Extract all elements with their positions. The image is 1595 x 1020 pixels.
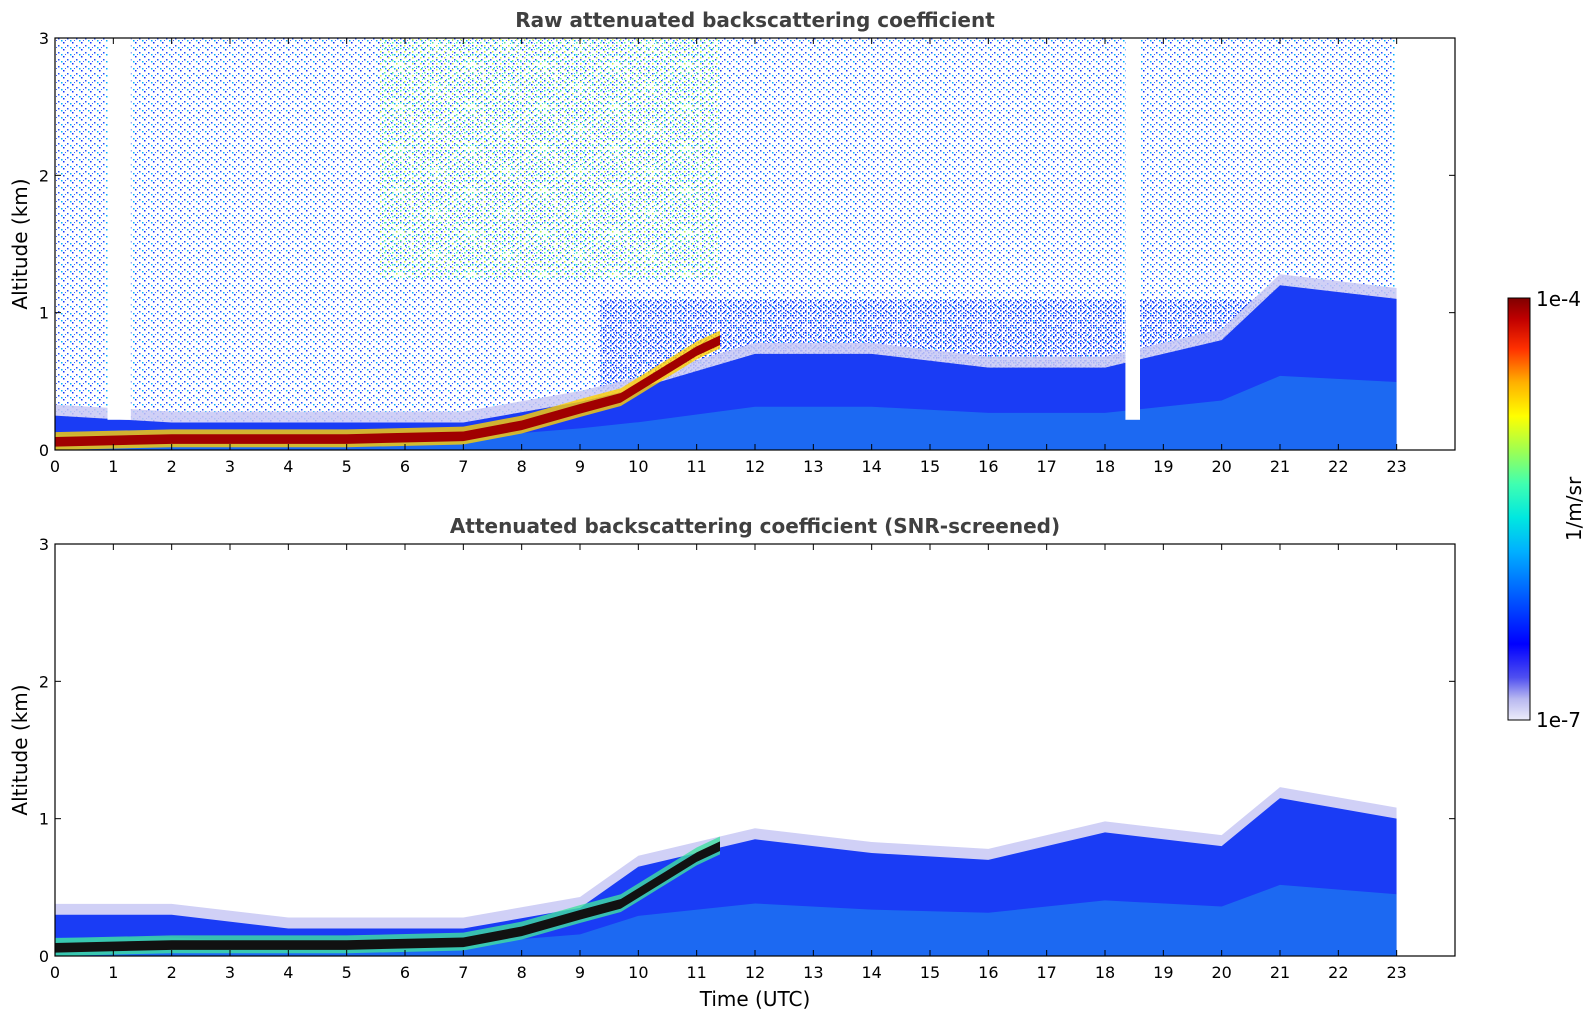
y-tick-label: 1 <box>39 304 49 323</box>
x-tick-label: 17 <box>1036 457 1056 476</box>
colorbar-min-label: 1e-7 <box>1536 708 1581 732</box>
x-tick-label: 14 <box>861 457 881 476</box>
x-tick-label: 4 <box>283 457 293 476</box>
x-tick-label: 8 <box>517 963 527 982</box>
no-data-region <box>1396 38 1455 450</box>
boundary-layer-inner <box>55 375 1397 450</box>
x-tick-label: 6 <box>400 457 410 476</box>
x-tick-label: 20 <box>1211 457 1231 476</box>
colorbar-max-label: 1e-4 <box>1536 287 1581 311</box>
x-tick-label: 21 <box>1270 963 1290 982</box>
panel-raw-title: Raw attenuated backscattering coefficien… <box>515 8 995 32</box>
x-tick-label: 14 <box>861 963 881 982</box>
x-tick-label: 7 <box>458 457 468 476</box>
panel-snr-xlabel: Time (UTC) <box>699 987 811 1011</box>
x-tick-label: 10 <box>628 963 648 982</box>
y-tick-label: 3 <box>39 535 49 554</box>
x-tick-label: 0 <box>50 963 60 982</box>
panel-snr-heatmap <box>55 544 1455 956</box>
no-data-region <box>1396 544 1455 956</box>
x-tick-label: 12 <box>745 963 765 982</box>
x-tick-label: 13 <box>803 457 823 476</box>
x-tick-label: 17 <box>1036 963 1056 982</box>
x-tick-label: 12 <box>745 457 765 476</box>
x-tick-label: 20 <box>1211 963 1231 982</box>
x-tick-label: 9 <box>575 963 585 982</box>
panel-raw-y-axis: 0 1 2 3 <box>39 29 1455 460</box>
boundary-layer <box>55 274 1397 450</box>
x-tick-label: 5 <box>342 963 352 982</box>
signal-gap <box>107 38 131 420</box>
x-tick-label: 6 <box>400 963 410 982</box>
y-tick-label: 0 <box>39 441 49 460</box>
panel-snr: Attenuated backscattering coefficient (S… <box>8 514 1456 1011</box>
x-tick-label: 7 <box>458 963 468 982</box>
y-tick-label: 2 <box>39 166 49 185</box>
signal-gaps <box>107 38 1455 450</box>
x-tick-label: 22 <box>1328 457 1348 476</box>
x-tick-label: 15 <box>920 963 940 982</box>
colorbar-gradient <box>1507 297 1531 721</box>
colorbar-label: 1/m/sr <box>1562 476 1586 541</box>
panel-raw: Raw attenuated backscattering coefficien… <box>8 8 1456 476</box>
x-tick-label: 3 <box>225 963 235 982</box>
x-tick-label: 4 <box>283 963 293 982</box>
x-tick-label: 18 <box>1095 963 1115 982</box>
panel-raw-heatmap <box>55 38 1455 450</box>
aerosol-layer <box>55 330 720 450</box>
x-tick-label: 10 <box>628 457 648 476</box>
y-tick-label: 3 <box>39 29 49 48</box>
x-tick-label: 15 <box>920 457 940 476</box>
boundary-layer <box>55 787 1397 956</box>
panel-snr-title: Attenuated backscattering coefficient (S… <box>450 514 1060 538</box>
signal-gaps <box>1396 544 1455 956</box>
x-tick-label: 11 <box>686 457 706 476</box>
x-tick-label: 2 <box>167 963 177 982</box>
aerosol-layer <box>55 836 720 956</box>
x-tick-label: 5 <box>342 457 352 476</box>
colorbar: 1e-4 1e-7 1/m/sr <box>1507 287 1586 732</box>
boundary-layer-inner <box>55 884 1397 956</box>
signal-gap <box>1125 38 1140 420</box>
x-tick-label: 3 <box>225 457 235 476</box>
aerosol-layer-core <box>55 841 720 953</box>
x-tick-label: 23 <box>1386 457 1406 476</box>
panel-raw-x-axis: 0 1 2 3 4 5 6 7 8 9 10 11 12 13 14 15 16 17 18 19 20 21 22 23 <box>50 38 1407 476</box>
x-tick-label: 18 <box>1095 457 1115 476</box>
x-tick-label: 0 <box>50 457 60 476</box>
x-tick-label: 11 <box>686 963 706 982</box>
x-tick-label: 8 <box>517 457 527 476</box>
panel-raw-ylabel: Altitude (km) <box>8 178 32 309</box>
x-tick-label: 19 <box>1153 963 1173 982</box>
noise-field-high <box>380 38 720 278</box>
x-tick-label: 1 <box>108 457 118 476</box>
y-tick-label: 1 <box>39 810 49 829</box>
x-tick-label: 23 <box>1386 963 1406 982</box>
x-tick-label: 16 <box>978 457 998 476</box>
panel-snr-y-axis: 0 1 2 3 <box>39 535 1455 966</box>
x-tick-label: 16 <box>978 963 998 982</box>
x-tick-label: 19 <box>1153 457 1173 476</box>
x-tick-label: 22 <box>1328 963 1348 982</box>
x-tick-label: 21 <box>1270 457 1290 476</box>
x-tick-label: 1 <box>108 963 118 982</box>
x-tick-label: 9 <box>575 457 585 476</box>
y-tick-label: 2 <box>39 672 49 691</box>
aerosol-layer-core <box>55 335 720 447</box>
x-tick-label: 2 <box>167 457 177 476</box>
panel-snr-ylabel: Altitude (km) <box>8 684 32 815</box>
boundary-layer-region <box>55 285 1397 450</box>
panel-snr-x-axis: 0 1 2 3 4 5 6 7 8 9 10 11 12 13 14 15 16 17 18 19 20 21 22 23 <box>50 544 1407 982</box>
y-tick-label: 0 <box>39 947 49 966</box>
x-tick-label: 13 <box>803 963 823 982</box>
